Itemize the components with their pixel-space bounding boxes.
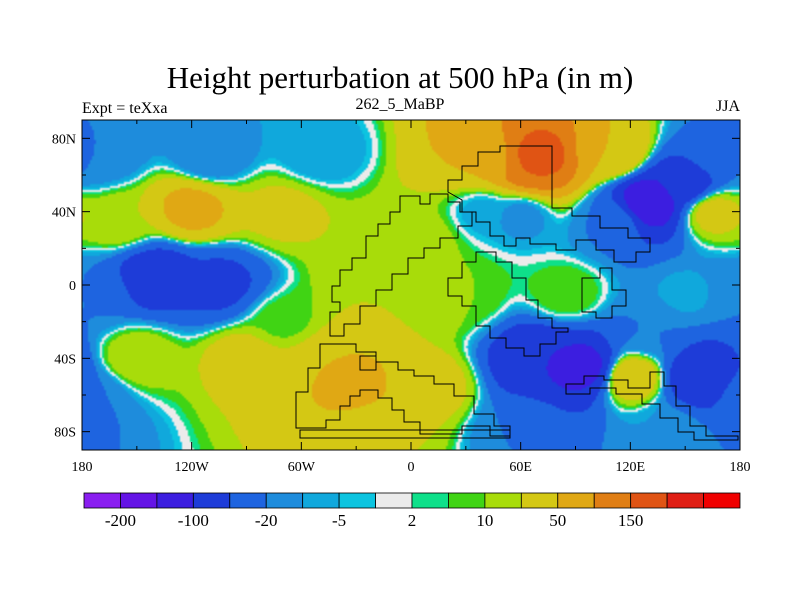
y-axis: 80N 40N 0 40S 80S [52,132,740,441]
colorbar-label: 2 [408,511,417,530]
colorbar: -200 -100 -20 -5 2 10 50 150 [83,492,741,530]
chart-title: Height perturbation at 500 hPa (in m) [166,60,634,95]
colorbar-swatch [484,492,522,509]
x-tick-label: 180 [730,460,751,475]
colorbar-swatch [375,492,413,509]
colorbar-swatch [557,492,595,509]
x-tick-label: 0 [408,460,415,475]
height-field [82,120,740,450]
y-tick-label: 0 [69,279,76,294]
colorbar-swatch [156,492,194,509]
colorbar-swatch [703,492,741,509]
case-label: 262_5_MaBP [355,96,445,113]
colorbar-swatch [666,492,704,509]
experiment-label: Expt = teXxa [82,100,168,117]
x-tick-label: 60W [288,460,316,475]
y-tick-label: 80N [52,132,76,147]
colorbar-swatch [265,492,304,509]
colorbar-swatch [338,492,376,509]
season-label: JJA [715,98,740,115]
continent-outlines [295,145,739,441]
y-tick-label: 80S [54,426,76,441]
colorbar-swatch [120,492,158,509]
colorbar-swatch [630,492,668,509]
x-tick-label: 60E [509,460,532,475]
colorbar-swatch [448,492,486,509]
colorbar-label: -200 [105,511,136,530]
x-tick-label: 180 [72,460,93,475]
x-tick-label: 120E [616,460,646,475]
colorbar-label: -100 [178,511,209,530]
colorbar-swatch [411,492,449,509]
y-tick-label: 40N [52,206,76,221]
y-tick-label: 40S [54,352,76,367]
colorbar-label: -20 [255,511,278,530]
x-axis: 180 120W 60W 0 60E 120E 180 [72,120,751,475]
colorbar-label: -5 [332,511,346,530]
colorbar-swatch [593,492,632,509]
colorbar-swatch [302,492,340,509]
colorbar-label: 150 [618,511,644,530]
colorbar-label: 50 [549,511,566,530]
colorbar-label: 10 [476,511,493,530]
colorbar-swatch [520,492,559,509]
x-tick-label: 120W [175,460,210,475]
colorbar-swatch [192,492,231,509]
colorbar-swatch [229,492,267,509]
colorbar-swatch [83,492,121,509]
